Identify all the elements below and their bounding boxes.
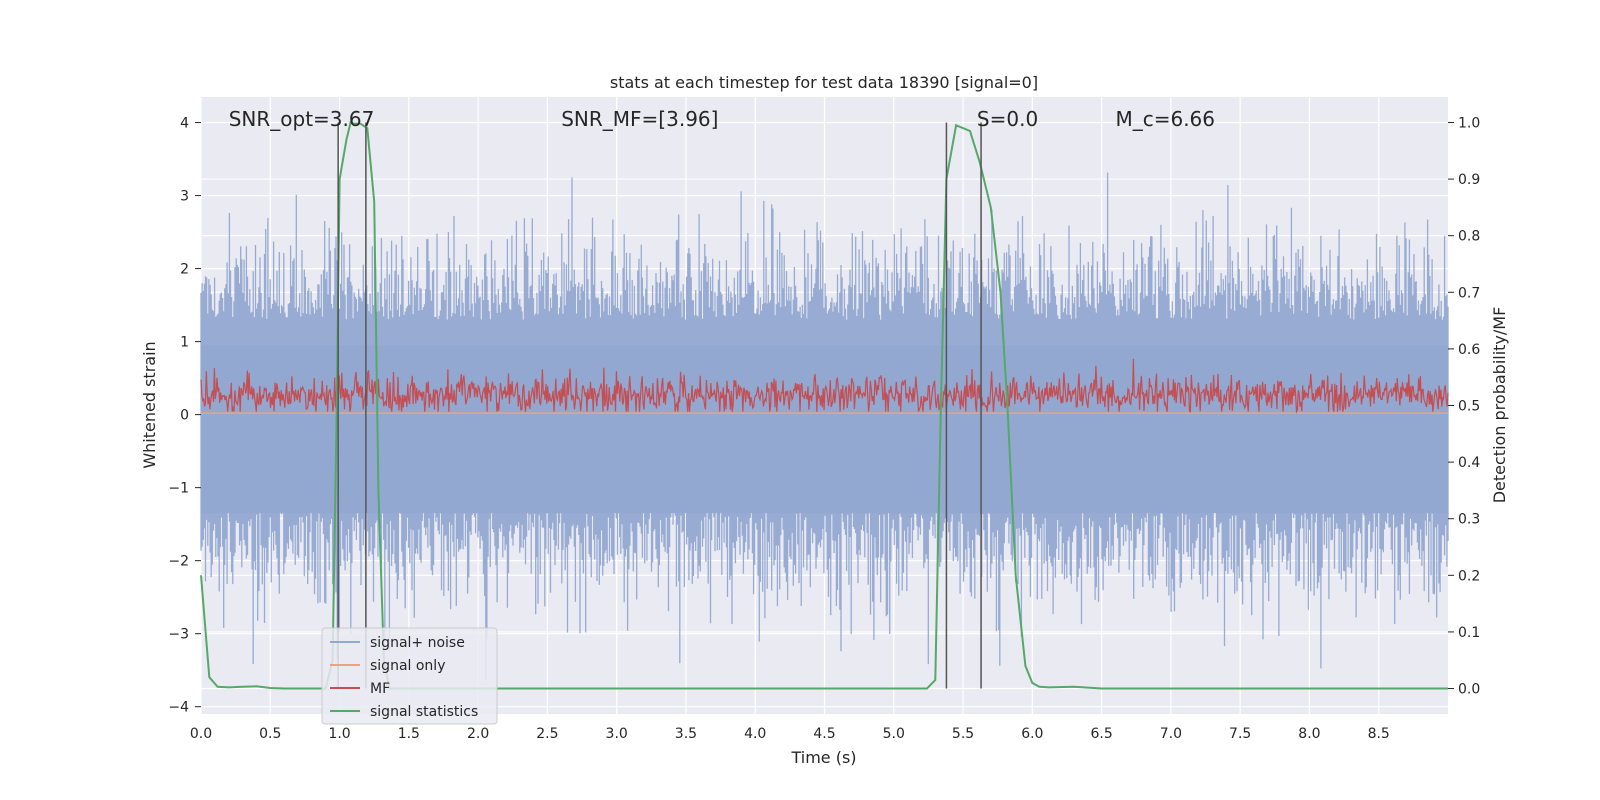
legend-label-noise: signal+ noise [370,635,465,651]
series-signal-noise [200,172,1449,681]
x-tick-label-13: 6.5 [1090,726,1112,742]
x-tick-label-0: 0.0 [190,726,212,742]
x-axis-label: Time (s) [790,748,856,767]
y-right-tick-label-0: 0.0 [1458,682,1480,698]
y-left-tick-label-6: 2 [180,262,189,278]
x-tick-label-3: 1.5 [398,726,420,742]
y-axis-right-label: Detection probability/MF [1490,307,1509,504]
y-right-tick-label-3: 0.3 [1458,512,1480,528]
legend-label-stat: signal statistics [370,704,478,720]
y-right-tick-label-6: 0.6 [1458,342,1480,358]
y-left-tick-label-8: 4 [180,116,189,132]
x-tick-label-5: 2.5 [536,726,558,742]
x-tick-label-9: 4.5 [813,726,835,742]
x-tick-label-4: 2.0 [467,726,489,742]
x-tick-label-11: 5.5 [952,726,974,742]
tick-labels: 0.0 0.5 1.0 1.5 2.0 2.5 3.0 3.5 4.0 4.5 5.0 5.5 6.0 6… [168,115,1480,742]
x-tick-label-15: 7.5 [1229,726,1251,742]
annotation-1: SNR_MF=[3.96] [561,107,718,131]
x-tick-label-10: 5.0 [883,726,905,742]
annotation-0: SNR_opt=3.67 [229,107,375,131]
y-right-tick-label-8: 0.8 [1458,229,1480,245]
chart-title: stats at each timestep for test data 183… [610,73,1038,92]
x-tick-label-1: 0.5 [259,726,281,742]
x-tick-label-17: 8.5 [1368,726,1390,742]
annotation-3: M_c=6.66 [1115,107,1215,131]
y-right-tick-label-2: 0.2 [1458,568,1480,584]
y-left-tick-label-4: 0 [180,408,189,424]
x-tick-label-16: 8.0 [1298,726,1320,742]
y-right-tick-label-1: 0.1 [1458,625,1480,641]
annotation-2: S=0.0 [977,107,1038,131]
y-left-tick-label-2: −2 [168,554,189,570]
y-right-tick-label-7: 0.7 [1458,285,1480,301]
y-axis-left-label: Whitened strain [140,341,159,468]
y-right-tick-label-9: 0.9 [1458,172,1480,188]
legend-label-signal-only: signal only [370,658,445,674]
series-mf [200,358,1449,415]
legend-box [321,627,498,725]
y-right-tick-label-4: 0.4 [1458,455,1480,471]
y-left-tick-label-3: −1 [168,481,189,497]
marker-lines [337,122,982,689]
annotations: SNR_opt=3.67 SNR_MF=[3.96] S=0.0 M_c=6.66 [229,107,1215,131]
x-tick-label-6: 3.0 [606,726,628,742]
y-right-tick-label-5: 0.5 [1458,399,1480,415]
y-left-tick-label-5: 1 [180,335,189,351]
x-tick-label-12: 6.0 [1021,726,1043,742]
y-left-tick-label-1: −3 [168,627,189,643]
legend: signal+ noise signal only MF signal stat… [321,627,498,725]
x-tick-label-7: 3.5 [675,726,697,742]
y-right-tick-label-10: 1.0 [1458,115,1480,131]
x-tick-label-2: 1.0 [328,726,350,742]
x-tick-label-8: 4.0 [744,726,766,742]
y-left-tick-label-0: −4 [168,700,189,716]
mf-line [200,358,1449,415]
x-tick-label-14: 7.0 [1160,726,1182,742]
y-left-tick-label-7: 3 [180,189,189,205]
legend-label-mf: MF [370,681,390,697]
